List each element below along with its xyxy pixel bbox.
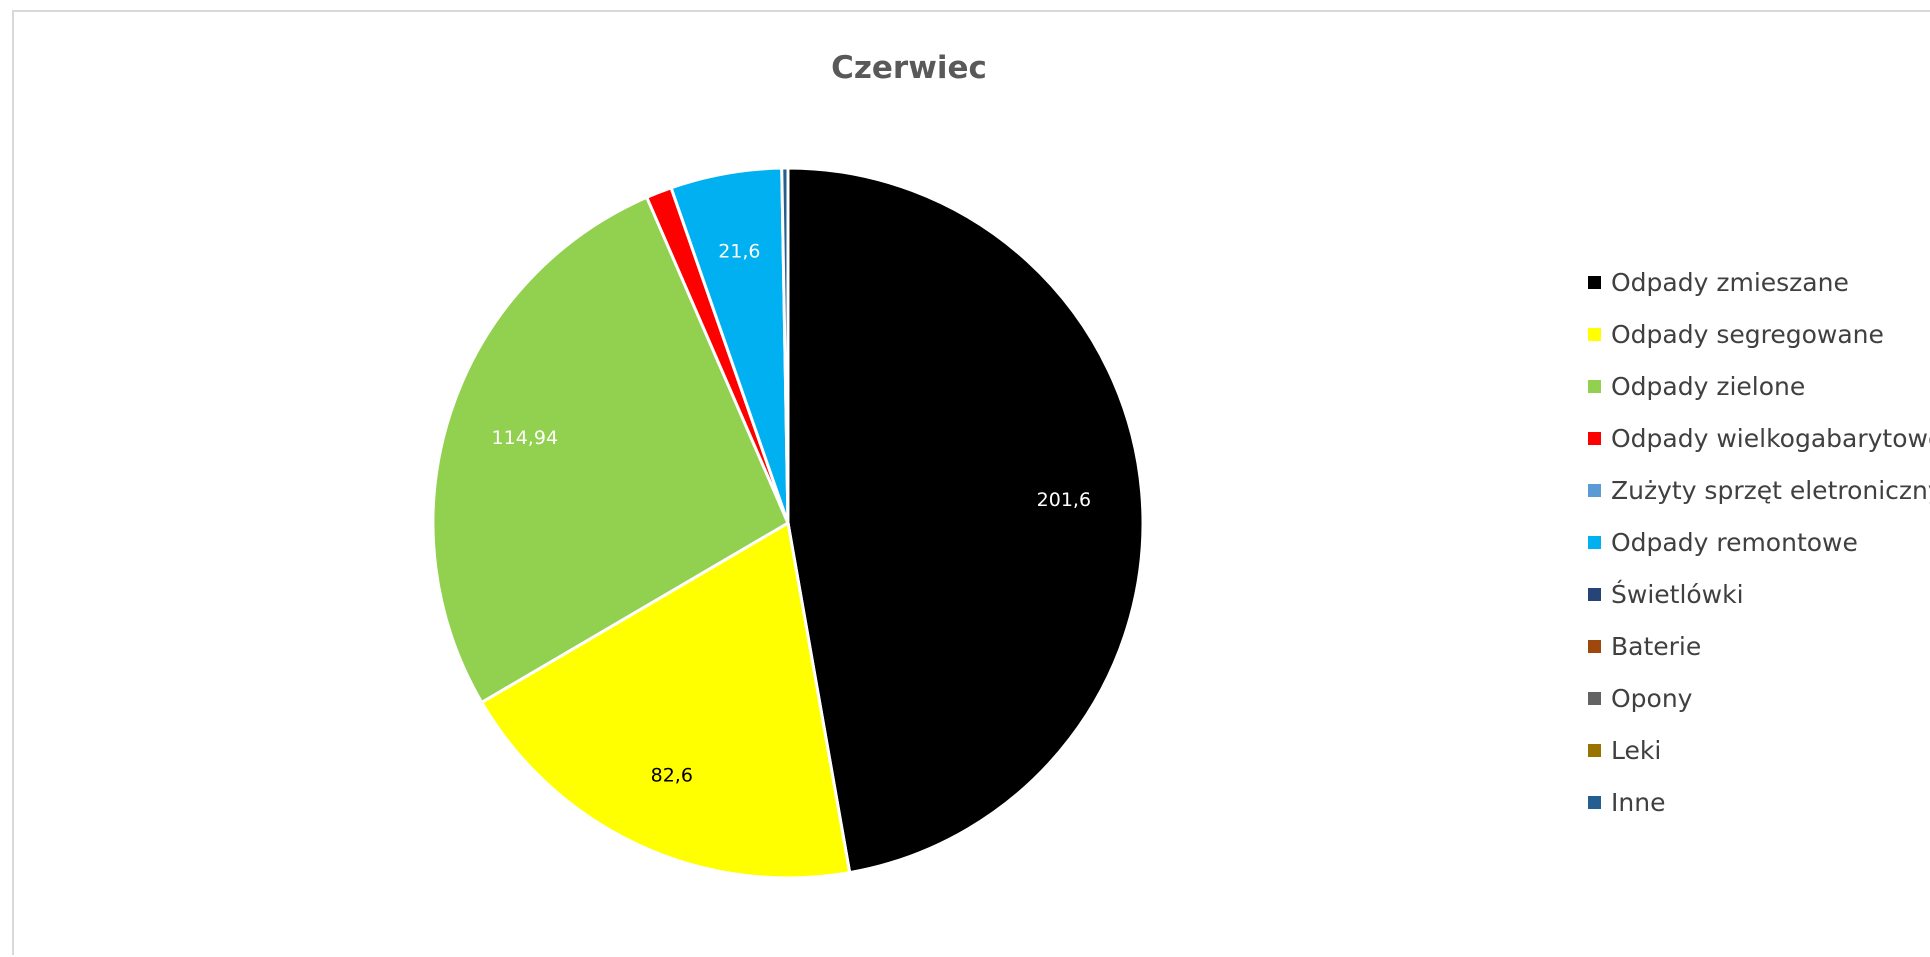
legend-swatch: [1588, 587, 1601, 601]
legend-swatch: [1588, 535, 1601, 549]
legend-item-baterie: Baterie: [1588, 620, 1930, 672]
legend-swatch: [1588, 431, 1601, 445]
data-label-odpady-remontowe: 21,6: [718, 240, 760, 262]
data-label-odpady-zielone: 114,94: [492, 427, 558, 449]
legend-item-odpady-remontowe: Odpady remontowe: [1588, 516, 1930, 568]
legend-label: Odpady wielkogabarytowe: [1611, 423, 1930, 453]
pie-slice-odpady-segregowane: [479, 520, 852, 880]
legend-label: Odpady zmieszane: [1611, 267, 1849, 297]
legend-label: Odpady zielone: [1611, 371, 1806, 401]
legend-item-inne: Inne: [1588, 776, 1930, 828]
pie-slice-inne: [780, 166, 790, 524]
pie-chart: 201,6 82,6 114,94 21,6: [431, 166, 1145, 880]
legend-swatch: [1588, 743, 1601, 757]
legend-swatch: [1588, 379, 1601, 393]
legend-item-odpady-zmieszane: Odpady zmieszane: [1588, 256, 1930, 308]
legend-label: Odpady segregowane: [1611, 319, 1884, 349]
legend-swatch: [1588, 795, 1601, 809]
legend-item-leki: Leki: [1588, 724, 1930, 776]
legend-swatch: [1588, 275, 1601, 289]
legend: Odpady zmieszane Odpady segregowane Odpady…: [1588, 256, 1930, 828]
pie-slice-odpady-zielone: [431, 195, 790, 705]
legend-label: Baterie: [1611, 631, 1702, 661]
legend-item-odpady-zielone: Odpady zielone: [1588, 360, 1930, 412]
legend-label: Odpady remontowe: [1611, 527, 1858, 557]
legend-item-opony: Opony: [1588, 672, 1930, 724]
legend-item-swietlowki: Świetlówki: [1588, 568, 1930, 620]
legend-label: Inne: [1611, 787, 1666, 817]
legend-swatch: [1588, 327, 1601, 341]
legend-label: Zużyty sprzęt eletroniczny: [1611, 475, 1930, 505]
data-label-odpady-segregowane: 82,6: [651, 764, 693, 786]
legend-swatch: [1588, 483, 1601, 497]
data-label-odpady-zmieszane: 201,6: [1037, 489, 1091, 511]
legend-item-zuzyty-sprzet-eletroniczny: Zużyty sprzęt eletroniczny: [1588, 464, 1930, 516]
legend-item-odpady-wielkogabarytowe: Odpady wielkogabarytowe: [1588, 412, 1930, 464]
legend-swatch: [1588, 639, 1601, 653]
chart-area: Czerwiec 201,6 82,6 114,94 21,6 Odpady zmie…: [12, 10, 1930, 955]
chart-title: Czerwiec: [831, 50, 987, 86]
legend-label: Świetlówki: [1611, 579, 1744, 609]
pie-slice-odpady-zmieszane: [786, 166, 1145, 875]
legend-item-odpady-segregowane: Odpady segregowane: [1588, 308, 1930, 360]
legend-label: Opony: [1611, 683, 1693, 713]
legend-label: Leki: [1611, 735, 1662, 765]
legend-swatch: [1588, 691, 1601, 705]
